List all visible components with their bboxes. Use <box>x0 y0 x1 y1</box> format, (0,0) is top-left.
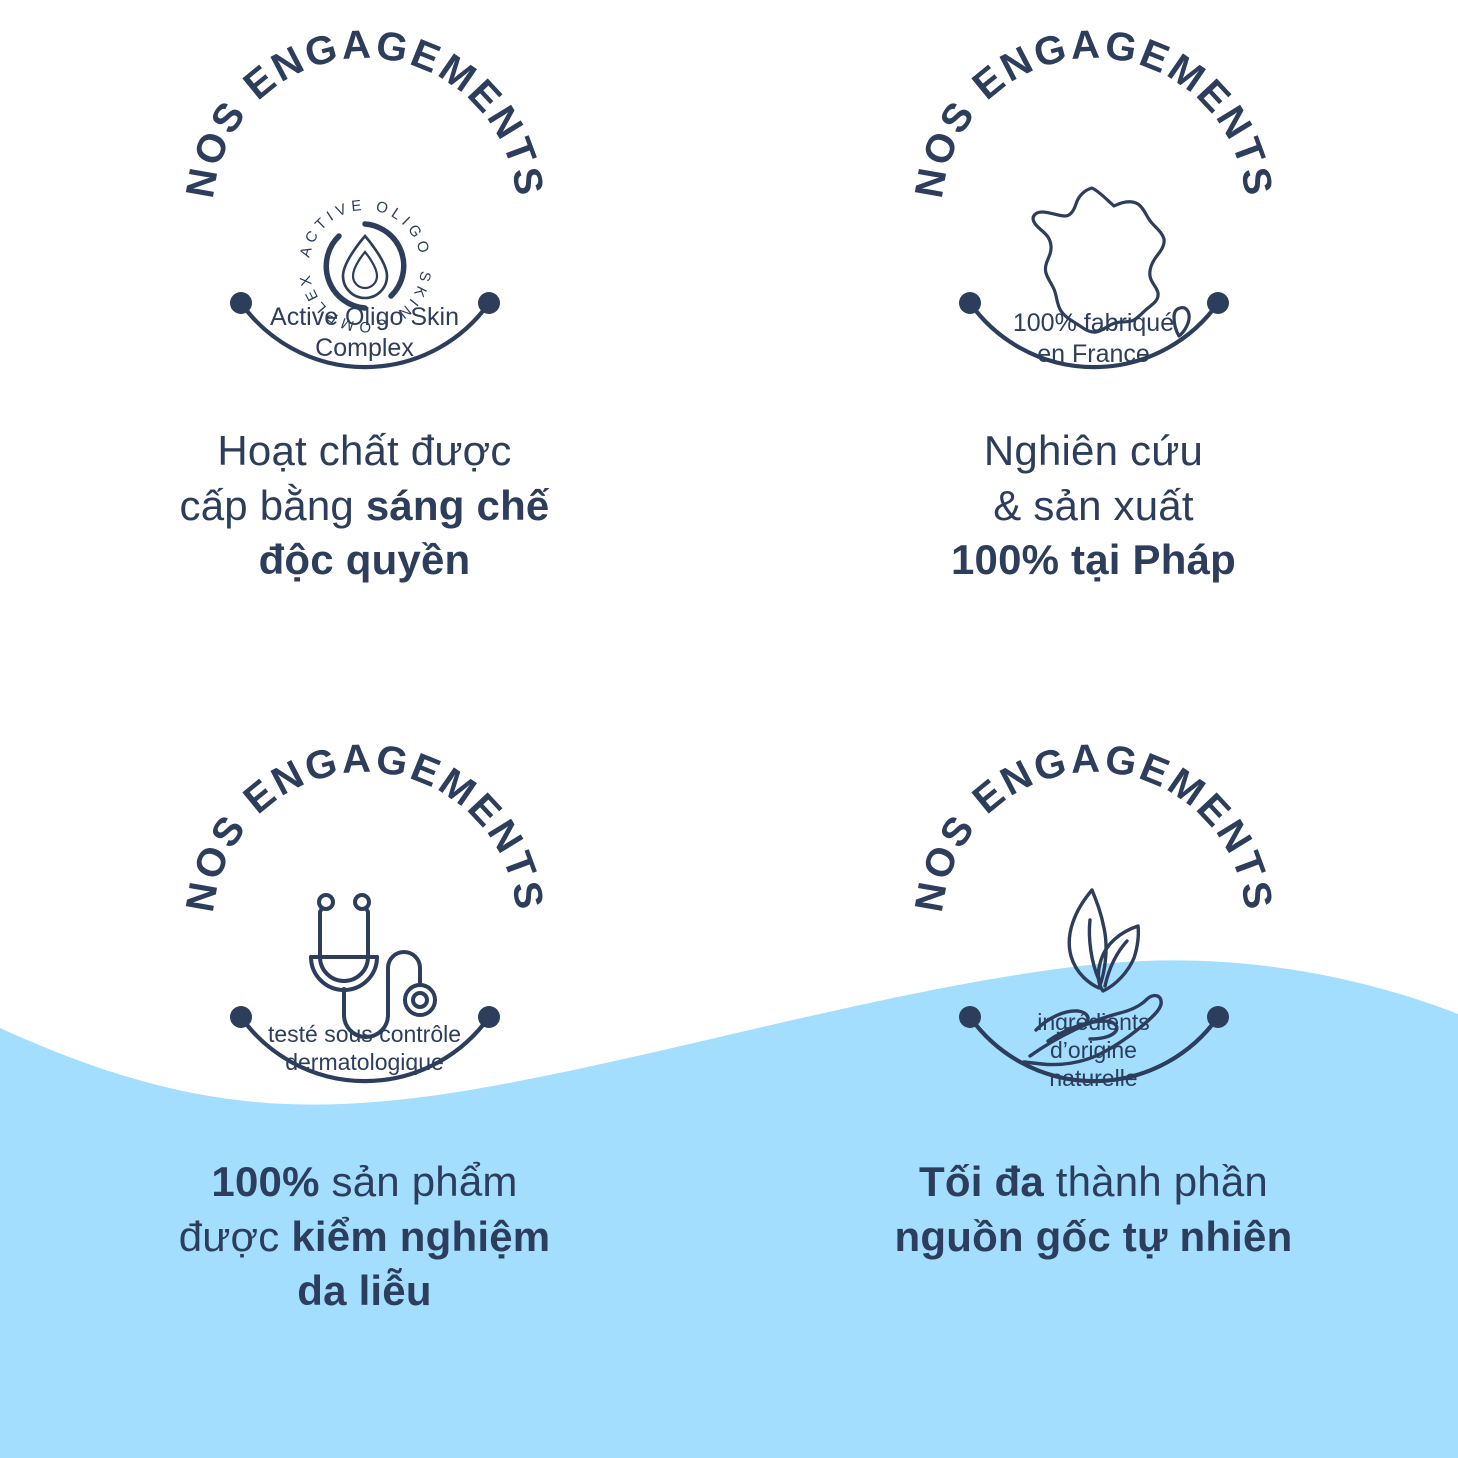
caption-line: Tối đa thành phần <box>754 1155 1434 1210</box>
badge-sub-label: Active Oligo Skin Complex <box>270 303 459 362</box>
hand-with-leaves-icon <box>1021 888 1163 1067</box>
ring-label: NOS ENGAGEMENTS <box>178 737 552 915</box>
caption-line: & sản xuất <box>754 479 1434 534</box>
leaf-small <box>1096 924 1140 993</box>
france-map-icon <box>1031 186 1191 338</box>
caption-line: Hoạt chất được <box>25 424 705 479</box>
caption-line: được kiểm nghiệm <box>25 1210 705 1265</box>
droplet-icon <box>341 234 388 300</box>
caption-text: sản phẩm <box>319 1158 518 1205</box>
hand-finger-middle <box>1045 1019 1118 1043</box>
badge-dot-right <box>1206 1006 1229 1028</box>
badge-sub-label: 100% fabriqué en France <box>1012 309 1175 368</box>
badge-graphic: NOS ENGAGEMENTS <box>907 23 1277 370</box>
badge-dot-left <box>229 1006 252 1028</box>
commitment-card-active-oligo-skin-complex: NOS ENGAGEMENTS ACTIVE OLIGO <box>0 0 729 729</box>
caption-text: thành phần <box>1043 1158 1268 1205</box>
badge-dot-left <box>958 292 981 314</box>
caption-text: Nghiên cứu <box>983 427 1204 474</box>
caption-line: nguồn gốc tự nhiên <box>754 1210 1434 1265</box>
badge-sub-label: testé sous contrôle dermatologique <box>267 1021 462 1076</box>
diaphragm-outer <box>402 983 437 1017</box>
caption-text: cấp bằng <box>179 481 366 529</box>
caption-line: da liễu <box>25 1264 705 1319</box>
caption-line: 100% sản phẩm <box>25 1155 705 1210</box>
badge-bottom-arc <box>967 1014 1220 1084</box>
france-mainland-outline <box>1031 186 1166 334</box>
tube-right <box>363 906 370 959</box>
caption-natural-origin-ingredients: Tối đa thành phần nguồn gốc tự nhiên <box>754 1155 1434 1264</box>
caption-line: 100% tại Pháp <box>754 533 1434 588</box>
caption-active-oligo-skin-complex: Hoạt chất được cấp bằng sáng chế độc quyền <box>25 424 705 588</box>
caption-emphasis: da liễu <box>297 1267 432 1315</box>
badge-bottom-arc <box>238 1014 491 1084</box>
corsica-outline <box>1171 306 1191 338</box>
caption-emphasis: sáng chế <box>365 481 550 529</box>
tube-left <box>317 906 324 959</box>
caption-text: được <box>178 1212 292 1260</box>
hand-palm <box>1021 993 1163 1067</box>
leaf-small-vein <box>1102 939 1129 988</box>
badge-dot-left <box>229 292 252 314</box>
badge-natural-origin-ingredients: NOS ENGAGEMENTS ingrédients d’origine na… <box>907 737 1278 1150</box>
logo-arc-left <box>323 233 368 311</box>
caption-emphasis: 100% <box>211 1158 320 1205</box>
badge-sub-label: ingrédients d’origine naturelle <box>1037 1009 1150 1092</box>
caption-emphasis: độc quyền <box>258 536 471 584</box>
badge-active-oligo-skin-complex: NOS ENGAGEMENTS ACTIVE OLIGO <box>178 23 548 436</box>
badge-bottom-arc <box>967 300 1220 370</box>
ear-tip-right <box>352 893 371 911</box>
chest-bell-inner <box>317 955 370 983</box>
caption-emphasis: kiểm nghiệm <box>291 1212 551 1260</box>
badge-dot-right <box>1206 292 1229 314</box>
badge-dermatologically-tested: NOS ENGAGEMENTS <box>178 737 548 1150</box>
ring-label: NOS ENGAGEMENTS <box>178 23 552 201</box>
commitment-card-made-in-france: NOS ENGAGEMENTS 100% fabriqué en France … <box>729 0 1458 729</box>
stethoscope-cord <box>341 950 422 1039</box>
ring-label: NOS ENGAGEMENTS <box>907 23 1281 201</box>
diaphragm-inner <box>410 991 429 1009</box>
caption-emphasis: Tối đa <box>919 1158 1044 1205</box>
caption-dermatologically-tested: 100% sản phẩm được kiểm nghiệm da liễu <box>25 1155 705 1319</box>
droplet-inner-icon <box>351 250 378 290</box>
leaf-large <box>1067 888 1108 990</box>
badge-graphic: NOS ENGAGEMENTS <box>907 737 1277 1084</box>
caption-emphasis: 100% tại Pháp <box>950 536 1237 584</box>
caption-line: Nghiên cứu <box>754 424 1434 479</box>
caption-emphasis: nguồn gốc tự nhiên <box>894 1212 1293 1260</box>
badge-made-in-france: NOS ENGAGEMENTS 100% fabriqué en France <box>907 23 1277 436</box>
badge-bottom-arc <box>238 300 491 370</box>
stethoscope-icon <box>308 893 437 1039</box>
badge-dot-right <box>477 292 500 314</box>
caption-text: & sản xuất <box>993 481 1194 529</box>
logo-ring-text-top: ACTIVE OLIGO <box>296 197 433 260</box>
caption-made-in-france: Nghiên cứu & sản xuất 100% tại Pháp <box>754 424 1434 588</box>
ear-tip-left <box>316 893 335 911</box>
logo-arc-right <box>361 221 406 299</box>
badge-dot-right <box>477 1006 500 1028</box>
commitment-card-natural-origin-ingredients: NOS ENGAGEMENTS ingrédients d’origine na… <box>729 690 1458 1419</box>
commitment-card-dermatologically-tested: NOS ENGAGEMENTS <box>0 690 729 1419</box>
caption-text: Hoạt chất được <box>217 427 512 474</box>
ring-label: NOS ENGAGEMENTS <box>907 737 1281 915</box>
badge-dot-left <box>958 1006 981 1028</box>
caption-line: cấp bằng sáng chế <box>25 479 705 534</box>
badge-graphic: NOS ENGAGEMENTS ACTIVE OLIGO <box>178 23 548 370</box>
caption-line: độc quyền <box>25 533 705 588</box>
badge-graphic: NOS ENGAGEMENTS <box>178 737 548 1084</box>
